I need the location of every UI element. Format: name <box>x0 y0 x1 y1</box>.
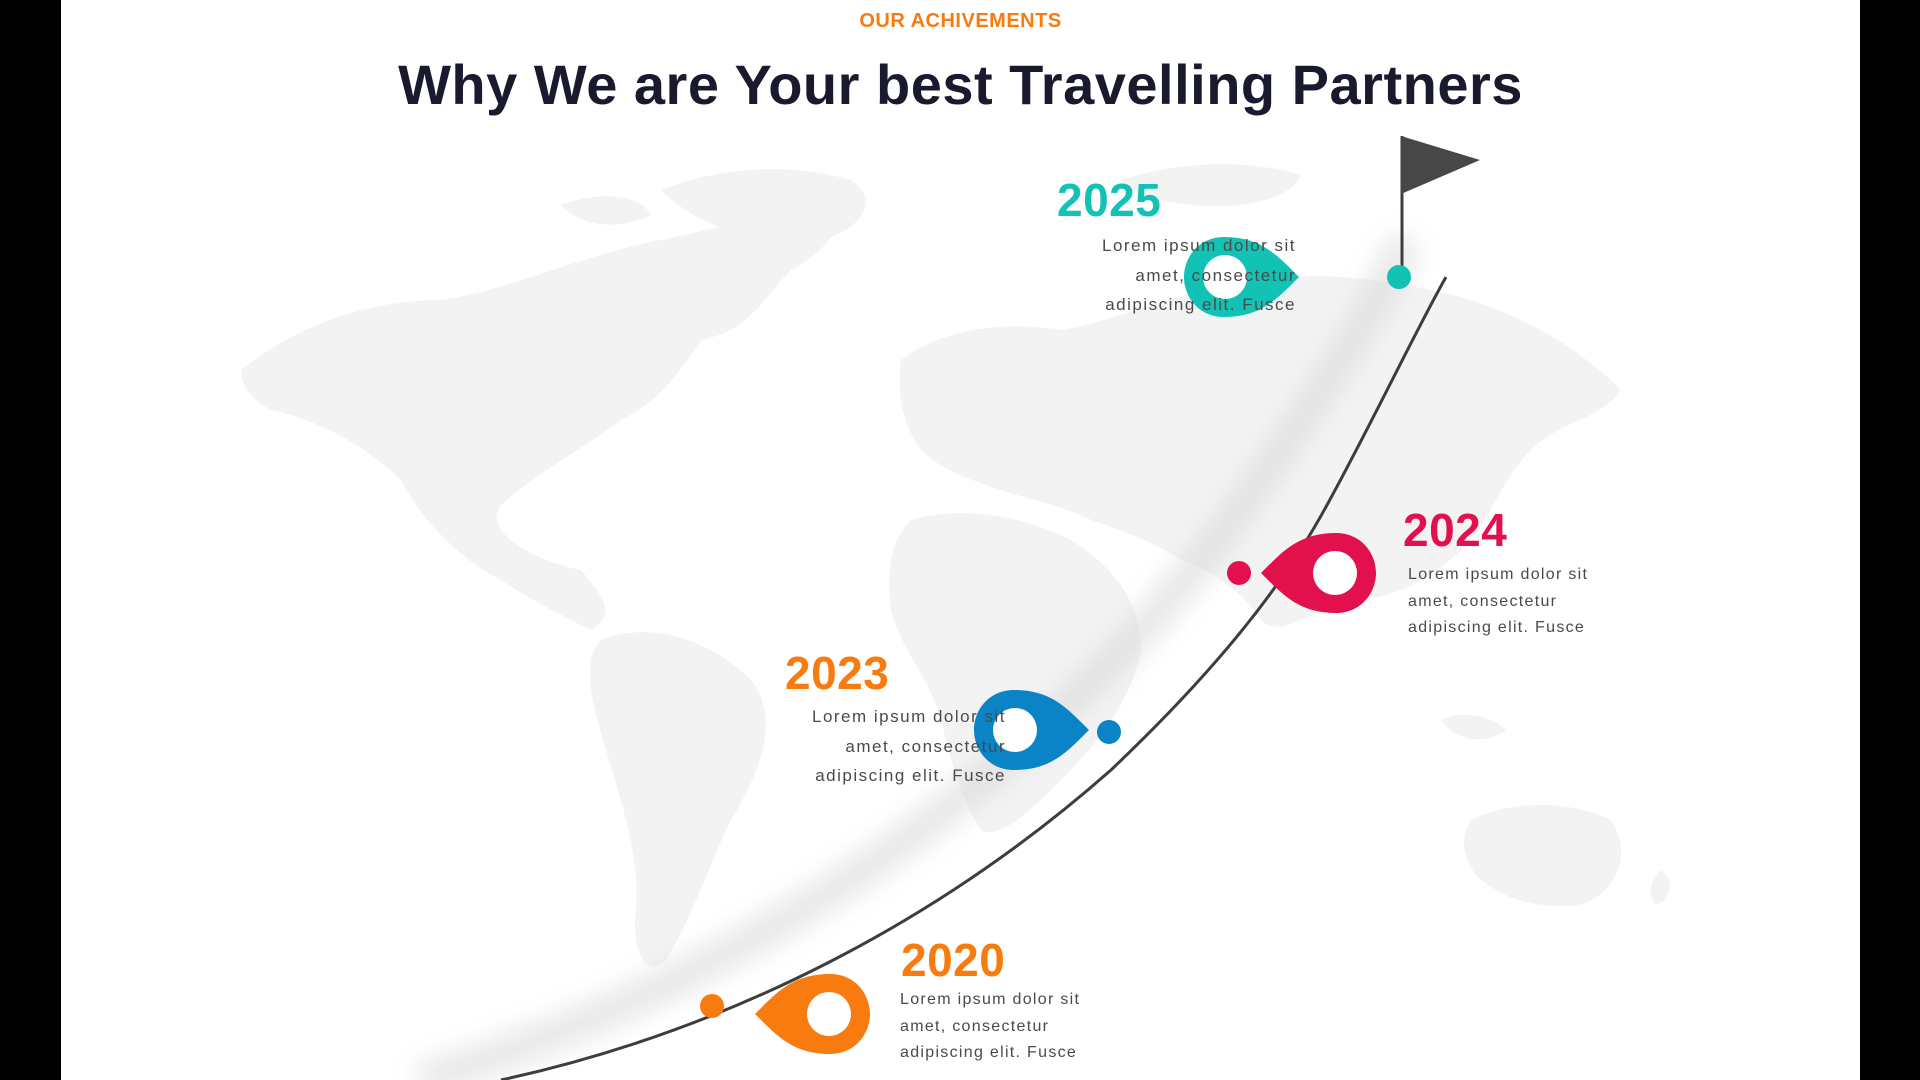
description-line: Lorem ipsum dolor sit <box>1101 236 1296 255</box>
milestone-year-2023: 2023 <box>785 647 890 699</box>
milestone-dot-2025 <box>1387 265 1411 289</box>
description-line: amet, consectetur <box>845 736 1006 756</box>
description-line: adipiscing elit. Fusce <box>815 766 1006 785</box>
milestone-description-2020: Lorem ipsum dolor sit amet, consectetur … <box>900 987 1140 1067</box>
description-line: adipiscing elit. Fusce <box>900 1044 1078 1061</box>
timeline-graphic <box>241 136 1671 1080</box>
flag-icon <box>1400 136 1480 278</box>
milestone-year-2020: 2020 <box>901 934 1006 986</box>
section-title: Why We are Your best Travelling Partners <box>398 53 1523 116</box>
milestone-description-2025: Lorem ipsum dolor sit amet, consectetur … <box>1026 231 1296 320</box>
section-eyebrow: OUR ACHIVEMENTS <box>859 10 1062 32</box>
location-pin-icon-2023 <box>974 690 1089 770</box>
world-map-icon <box>241 164 1671 967</box>
milestone-year-2024: 2024 <box>1403 504 1508 556</box>
description-line: amet, consectetur <box>1408 592 1558 610</box>
description-line: Lorem ipsum dolor sit <box>811 707 1006 726</box>
description-line: amet, consectetur <box>1135 265 1296 285</box>
achievements-section: OUR ACHIVEMENTS Why We are Your best Tra… <box>61 0 1860 1080</box>
milestone-dot-2023 <box>1097 720 1121 744</box>
location-pin-icon-2020 <box>755 974 870 1054</box>
description-line: adipiscing elit. Fusce <box>1408 619 1586 636</box>
description-line: Lorem ipsum dolor sit <box>900 991 1081 1008</box>
description-line: amet, consectetur <box>900 1017 1050 1035</box>
milestone-description-2023: Lorem ipsum dolor sit amet, consectetur … <box>736 702 1006 791</box>
location-pin-icon-2025 <box>1184 237 1299 317</box>
milestone-year-2025: 2025 <box>1057 174 1162 226</box>
milestone-dot-2024 <box>1227 561 1251 585</box>
milestone-description-2024: Lorem ipsum dolor sit amet, consectetur … <box>1408 562 1648 642</box>
description-line: adipiscing elit. Fusce <box>1105 295 1296 314</box>
timeline-path <box>500 276 1448 1080</box>
milestone-dot-2020 <box>700 994 724 1018</box>
location-pin-icon-2024 <box>1261 533 1376 613</box>
description-line: Lorem ipsum dolor sit <box>1408 566 1589 583</box>
